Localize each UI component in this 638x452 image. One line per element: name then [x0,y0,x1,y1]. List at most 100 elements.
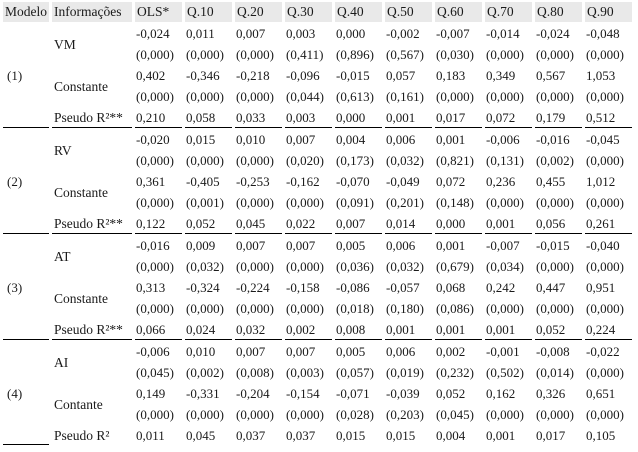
cell-pseudo-r2: 0,001 [486,428,516,443]
cell-pvalue: (0,000) [486,89,524,104]
cell-pseudo-r2: 0,066 [135,320,182,340]
pseudo-r2-label: Pseudo R²** [52,320,132,340]
cell-coefficient: 1,012 [586,174,616,189]
cell-pseudo-r2: 0,022 [285,214,332,234]
model-label: (4) [3,342,49,445]
cell-pseudo-r2: 0,014 [385,214,432,234]
cell-coefficient: 0,007 [286,344,316,359]
cell-pvalue: (0,002) [536,153,574,168]
variable-label: AI [54,354,69,370]
cell-pvalue: (0,032) [386,259,424,274]
cell-coefficient: -0,006 [136,344,170,359]
cell-pvalue: (0,502) [486,365,524,380]
cell-coefficient: -0,331 [186,386,220,401]
cell-coefficient: 0,002 [436,344,466,359]
cell-pvalue: (0,000) [186,153,224,168]
cell-pseudo-r2: 0,002 [285,320,332,340]
cell-coefficient: -0,224 [236,280,270,295]
model-block-3: (3) AT -0,016 0,009 0,007 0,007 0,005 0,006 0,00… [3,236,632,340]
cell-pvalue: (0,000) [236,407,274,422]
cell-coefficient: -0,039 [386,386,420,401]
cell-pseudo-r2: 0,001 [435,320,482,340]
cell-pvalue: (0,000) [536,259,574,274]
cell-pseudo-r2: 0,017 [435,108,482,128]
cell-coefficient: -0,162 [286,174,320,189]
cell-coefficient: 0,236 [486,174,516,189]
cell-coefficient: 0,052 [436,386,466,401]
cell-pseudo-r2: 0,001 [385,108,432,128]
cell-pvalue: (0,821) [436,153,474,168]
cell-coefficient: -0,015 [336,68,370,83]
cell-pvalue: (0,000) [136,301,174,316]
cell-pvalue: (0,045) [136,365,174,380]
cell-coefficient: 0,001 [436,238,466,253]
cell-coefficient: 0,009 [186,238,216,253]
cell-pvalue: (0,000) [286,195,324,210]
cell-pvalue: (0,008) [236,365,274,380]
cell-coefficient: -0,158 [286,280,320,295]
cell-pseudo-r2: 0,008 [335,320,382,340]
cell-coefficient: 0,006 [386,238,416,253]
cell-pvalue: (0,567) [386,47,424,62]
cell-pvalue: (0,044) [286,89,324,104]
variable-label: Constante [54,290,108,306]
cell-coefficient: -0,086 [336,280,370,295]
coef-row: (1) VM -0,024 0,011 0,007 0,003 0,000 -0,002 -0,… [3,24,632,128]
cell-pvalue: (0,000) [586,301,624,316]
cell-pvalue: (0,000) [536,47,574,62]
cell-pvalue: (0,000) [186,47,224,62]
cell-coefficient: -0,022 [586,344,620,359]
cell-coefficient: -0,204 [236,386,270,401]
cell-coefficient: -0,002 [386,26,420,41]
cell-coefficient: -0,016 [136,238,170,253]
cell-coefficient: -0,007 [436,26,470,41]
cell-coefficient: 0,455 [536,174,566,189]
cell-pseudo-r2: 0,052 [185,214,232,234]
variable-label: Contante [54,396,103,412]
cell-pvalue: (0,000) [236,47,274,62]
cell-coefficient: 0,651 [586,386,616,401]
cell-coefficient: 0,447 [536,280,566,295]
cell-pvalue: (0,000) [486,407,524,422]
cell-pvalue: (0,411) [286,47,324,62]
cell-pvalue: (0,000) [136,47,174,62]
cell-coefficient: 0,007 [236,238,266,253]
cell-pvalue: (0,000) [436,89,474,104]
cell-pseudo-r2: 0,052 [535,320,582,340]
cell-pseudo-r2: 0,003 [285,108,332,128]
column-header-7: Q.50 [385,2,432,22]
coef-row: Constante 0,361 -0,405 -0,253 -0,162 -0,070 -0… [3,172,632,200]
cell-pvalue: (0,000) [236,195,274,210]
cell-coefficient: -0,001 [486,344,520,359]
model-block-1: (1) VM -0,024 0,011 0,007 0,003 0,000 -0,002 -0,… [3,24,632,128]
cell-coefficient: 0,326 [536,386,566,401]
cell-coefficient: 0,072 [436,174,466,189]
model-label: (3) [3,236,49,340]
coef-row: Constante 0,402 -0,346 -0,218 -0,096 -0,015 0,… [3,66,632,94]
cell-coefficient: 0,015 [186,132,216,147]
cell-coefficient: -0,405 [186,174,220,189]
cell-coefficient: -0,096 [286,68,320,83]
cell-coefficient: 1,053 [586,68,616,83]
cell-pvalue: (0,019) [386,365,424,380]
cell-pvalue: (0,018) [336,301,374,316]
cell-pseudo-r2: 0,037 [236,428,266,443]
cell-coefficient: -0,008 [536,344,570,359]
cell-coefficient: 0,361 [136,174,166,189]
cell-coefficient: 0,242 [486,280,516,295]
variable-label: Constante [54,78,108,94]
cell-pvalue: (0,000) [486,195,524,210]
cell-pvalue: (0,000) [186,301,224,316]
cell-coefficient: 0,006 [386,344,416,359]
cell-pvalue: (0,000) [236,153,274,168]
coef-row: Contante 0,149 -0,331 -0,204 -0,154 -0,071 -0,… [3,384,632,412]
cell-pvalue: (0,003) [286,365,324,380]
pseudo-r2-label: Pseudo R²** [52,214,132,234]
model-block-4: (4) AI -0,006 0,010 0,007 0,007 0,005 0,006 0,00… [3,342,632,445]
cell-pvalue: (0,036) [336,259,374,274]
cell-pvalue: (0,045) [436,407,474,422]
cell-pseudo-r2: 0,000 [435,214,482,234]
coef-row: (4) AI -0,006 0,010 0,007 0,007 0,005 0,006 0,00… [3,342,632,445]
header-row: Modelo Informações OLS* Q.10 Q.20 Q.30 Q.40 Q.5… [3,2,632,22]
cell-pseudo-r2: 0,179 [535,108,582,128]
